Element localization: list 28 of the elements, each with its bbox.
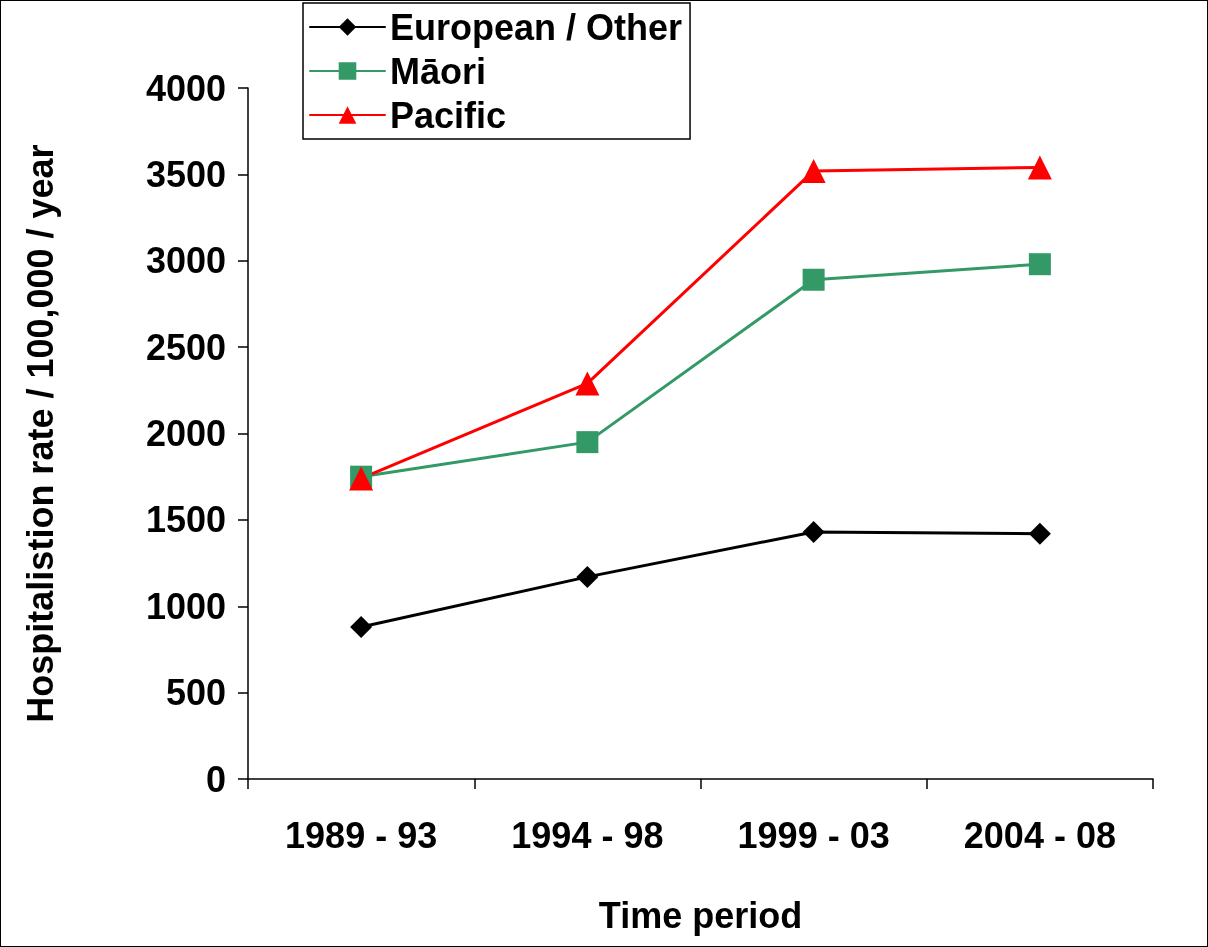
x-tick-label: 1999 - 03	[737, 814, 890, 856]
point	[576, 565, 599, 588]
point	[802, 520, 825, 543]
y-tick-label: 1500	[145, 499, 226, 541]
y-tick-label: 1000	[145, 585, 226, 627]
point	[576, 431, 599, 454]
y-tick-label: 500	[165, 672, 226, 714]
point	[1027, 155, 1052, 180]
y-tick-label: 3500	[145, 153, 226, 195]
x-tick-label: 1989 - 93	[285, 814, 438, 856]
y-tick-label: 4000	[145, 67, 226, 109]
point	[1028, 253, 1051, 276]
y-tick-label: 2000	[145, 413, 226, 454]
point	[350, 615, 373, 638]
y-tick-label: 3000	[145, 240, 226, 282]
legend-label: Pacific	[390, 94, 507, 136]
point	[575, 371, 600, 396]
x-tick-label: 1994 - 98	[511, 814, 664, 856]
y-tick-label: 2500	[145, 326, 226, 368]
x-axis-title: Time period	[598, 894, 803, 936]
point	[1028, 522, 1051, 545]
point	[802, 268, 825, 291]
y-axis-title: Hospitalistion rate / 100,000 / year	[19, 144, 61, 723]
x-tick-label: 2004 - 08	[963, 814, 1116, 856]
point	[801, 158, 826, 183]
legend-label: Māori	[390, 50, 487, 92]
legend-label: European / Other	[390, 6, 683, 48]
y-tick-label: 0	[205, 758, 226, 800]
